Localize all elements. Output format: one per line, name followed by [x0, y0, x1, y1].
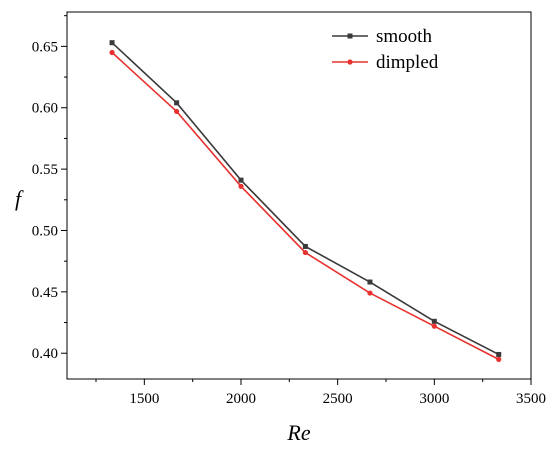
y-tick-label: 0.50	[32, 223, 58, 239]
x-axis: 1500 2000 2500 3000 3500	[95, 379, 546, 407]
series-line-smooth	[111, 42, 500, 356]
data-point-dimpled	[302, 249, 308, 256]
data-point-dimpled	[109, 49, 115, 56]
data-point-dimpled	[431, 323, 437, 329]
data-point-dimpled	[496, 356, 502, 362]
x-tick-label: 1500	[129, 391, 159, 407]
y-axis: 0.40 0.45 0.50 0.55 0.60 0.65	[32, 15, 67, 362]
y-tick-label: 0.45	[32, 285, 58, 301]
legend-label-dimpled: dimpled	[376, 52, 439, 73]
legend-marker-smooth	[347, 33, 353, 39]
data-point-smooth	[496, 351, 502, 357]
x-tick-label: 3000	[419, 391, 449, 407]
data-point-dimpled	[238, 183, 244, 189]
x-axis-title: Re	[286, 420, 310, 445]
data-point-dimpled	[174, 108, 180, 115]
y-tick-label: 0.60	[32, 101, 58, 117]
data-point-smooth	[367, 279, 373, 285]
x-tick-label: 2500	[323, 391, 353, 407]
x-tick-label: 2000	[226, 391, 256, 407]
data-point-smooth	[174, 100, 180, 106]
data-point-smooth	[109, 40, 115, 46]
y-tick-label: 0.65	[32, 39, 58, 55]
data-point-smooth	[302, 243, 308, 249]
data-point-smooth	[238, 177, 244, 183]
data-point-smooth	[431, 318, 437, 324]
y-tick-label: 0.55	[32, 162, 58, 178]
x-tick-label: 3500	[516, 391, 546, 407]
plot-frame	[66, 11, 532, 380]
legend-label-smooth: smooth	[376, 26, 432, 47]
legend: smooth dimpled	[332, 26, 439, 73]
series-layer	[109, 40, 502, 362]
y-axis-title: f	[15, 186, 24, 211]
y-tick-label: 0.40	[32, 346, 58, 362]
legend-marker-dimpled	[347, 59, 353, 65]
data-point-dimpled	[367, 290, 373, 296]
series-line-dimpled	[111, 51, 500, 361]
